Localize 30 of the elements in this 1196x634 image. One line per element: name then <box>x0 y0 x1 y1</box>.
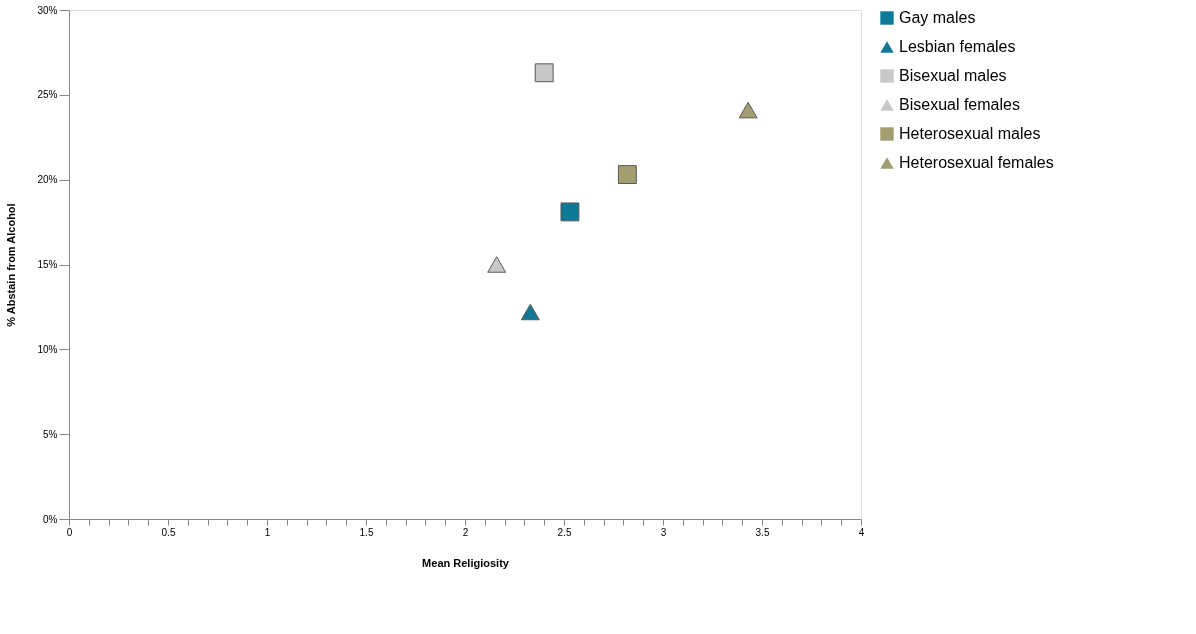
point <box>534 63 554 83</box>
x-tick-label: 0 <box>66 526 73 538</box>
point <box>560 202 580 222</box>
legend-label: Lesbian females <box>899 38 1016 55</box>
x-tick-label: 4 <box>858 526 865 538</box>
x-tick-label: 2 <box>462 526 469 538</box>
x-axis-title: Mean Religiosity <box>422 556 510 569</box>
legend-label: Gay males <box>899 9 976 26</box>
y-tick-label: 15% <box>37 259 58 270</box>
legend-label: Bisexual males <box>899 67 1007 84</box>
x-tick-label: 3 <box>660 526 667 538</box>
x-tick-label: 3.5 <box>755 526 770 538</box>
y-tick-label: 5% <box>43 428 58 440</box>
y-tick-label: 0% <box>43 513 58 525</box>
x-tick-label: 0.5 <box>161 526 176 538</box>
point <box>738 101 758 119</box>
legend-label: Heterosexual females <box>899 154 1054 171</box>
y-tick-label: 10% <box>37 343 58 355</box>
x-tick-label: 1.5 <box>359 526 374 538</box>
point <box>520 303 540 321</box>
x-tick-label: 2.5 <box>557 526 572 538</box>
y-tick-label: 30% <box>37 4 58 16</box>
y-axis-title: % Abstain from Alcohol <box>5 203 18 327</box>
y-tick-label: 25% <box>37 89 58 101</box>
legend-label: Heterosexual males <box>899 125 1041 142</box>
y-tick-label: 20% <box>37 174 58 186</box>
point <box>487 256 507 273</box>
point <box>617 165 637 185</box>
legend-label: Bisexual females <box>899 96 1020 113</box>
x-tick-label: 1 <box>264 526 271 538</box>
